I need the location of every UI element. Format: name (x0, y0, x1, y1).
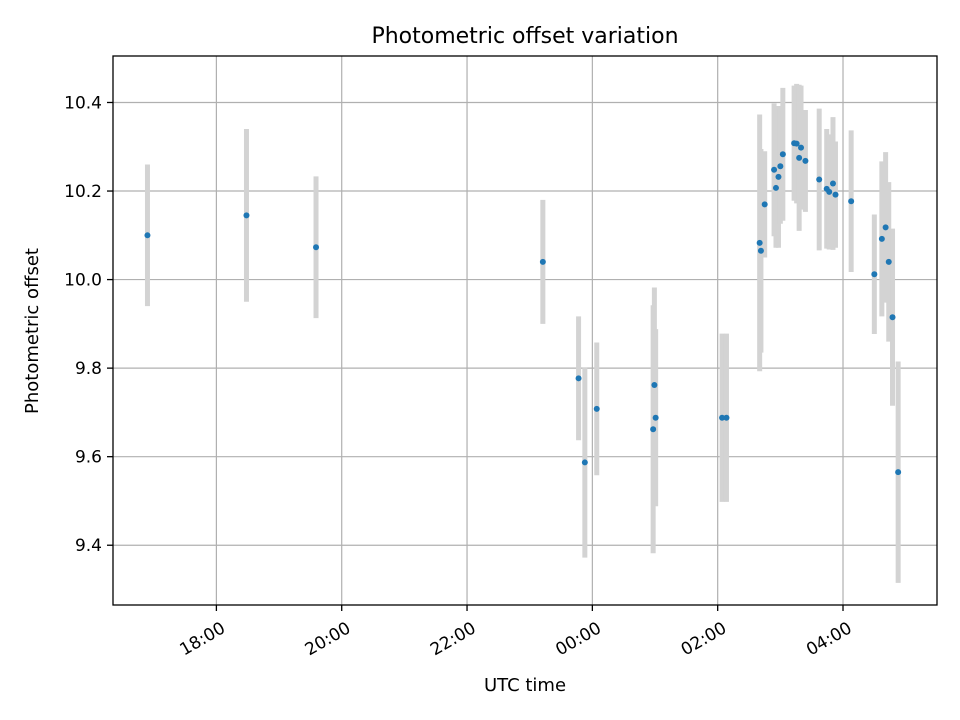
x-tick-label: 00:00 (552, 618, 604, 660)
x-tick-label: 20:00 (302, 618, 354, 660)
plot-frame (112, 55, 938, 606)
data-point (313, 244, 320, 251)
data-point (652, 414, 659, 421)
data-point (829, 180, 836, 187)
data-point (777, 163, 784, 170)
data-point (796, 154, 803, 161)
y-tick-label: 9.4 (75, 536, 102, 556)
data-point (771, 166, 778, 173)
x-axis-label: UTC time (484, 675, 566, 696)
data-point (802, 157, 809, 164)
data-point (832, 191, 839, 198)
data-point (871, 271, 878, 278)
error-bars (144, 83, 901, 583)
grid-lines (113, 56, 937, 605)
data-point (775, 173, 782, 180)
x-tick-label: 02:00 (678, 618, 730, 660)
data-point (719, 414, 726, 421)
data-point (581, 459, 588, 466)
y-tick-label: 9.8 (75, 359, 102, 379)
data-point (816, 176, 823, 183)
x-tick-label: 22:00 (427, 618, 479, 660)
data-point (761, 201, 768, 208)
y-axis-label: Photometric offset (22, 248, 43, 414)
data-point (882, 224, 889, 231)
axis-ticks: 18:00 20:00 22:00 00:00 02:00 04:00 9.4 9.6 9.8 1… (64, 93, 855, 660)
data-point (144, 232, 151, 239)
data-point (539, 258, 546, 265)
data-point (651, 381, 658, 388)
y-tick-label: 9.6 (75, 448, 102, 468)
data-point (878, 235, 885, 242)
data-point (889, 314, 896, 321)
data-point (593, 405, 600, 412)
data-point (243, 212, 250, 219)
data-point (723, 414, 730, 421)
data-point (650, 426, 657, 433)
data-point (756, 239, 763, 246)
data-points (144, 140, 902, 476)
data-point (798, 144, 805, 151)
data-point (895, 469, 902, 476)
data-point (885, 258, 892, 265)
data-point (772, 184, 779, 191)
x-tick-label: 18:00 (176, 618, 228, 660)
y-tick-label: 10.4 (64, 93, 102, 113)
data-point (757, 247, 764, 254)
data-point (779, 151, 786, 158)
y-tick-label: 10.0 (64, 271, 102, 291)
data-point (848, 198, 855, 205)
x-tick-label: 04:00 (803, 618, 855, 660)
data-point (826, 188, 833, 195)
data-point (575, 375, 582, 382)
data-point (793, 140, 800, 147)
chart-title: Photometric offset variation (371, 24, 678, 49)
y-tick-label: 10.2 (64, 182, 102, 202)
